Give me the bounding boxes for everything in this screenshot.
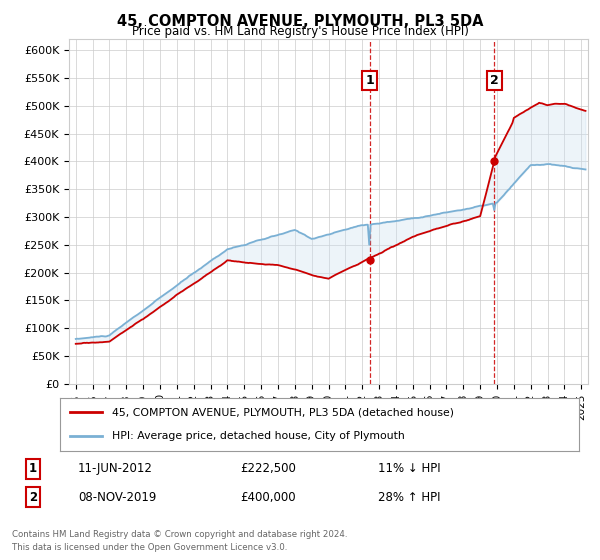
Text: 08-NOV-2019: 08-NOV-2019 — [78, 491, 157, 503]
Text: 11-JUN-2012: 11-JUN-2012 — [78, 463, 153, 475]
Text: 2: 2 — [490, 74, 499, 87]
Text: Price paid vs. HM Land Registry's House Price Index (HPI): Price paid vs. HM Land Registry's House … — [131, 25, 469, 38]
Text: 1: 1 — [29, 463, 37, 475]
Text: 28% ↑ HPI: 28% ↑ HPI — [378, 491, 440, 503]
Text: Contains HM Land Registry data © Crown copyright and database right 2024.: Contains HM Land Registry data © Crown c… — [12, 530, 347, 539]
Text: 11% ↓ HPI: 11% ↓ HPI — [378, 463, 440, 475]
Text: HPI: Average price, detached house, City of Plymouth: HPI: Average price, detached house, City… — [112, 431, 404, 441]
Text: 45, COMPTON AVENUE, PLYMOUTH, PL3 5DA: 45, COMPTON AVENUE, PLYMOUTH, PL3 5DA — [117, 14, 483, 29]
Text: This data is licensed under the Open Government Licence v3.0.: This data is licensed under the Open Gov… — [12, 543, 287, 552]
Text: £400,000: £400,000 — [240, 491, 296, 503]
Text: £222,500: £222,500 — [240, 463, 296, 475]
Text: 45, COMPTON AVENUE, PLYMOUTH, PL3 5DA (detached house): 45, COMPTON AVENUE, PLYMOUTH, PL3 5DA (d… — [112, 408, 454, 418]
Text: 2: 2 — [29, 491, 37, 503]
Text: 1: 1 — [365, 74, 374, 87]
